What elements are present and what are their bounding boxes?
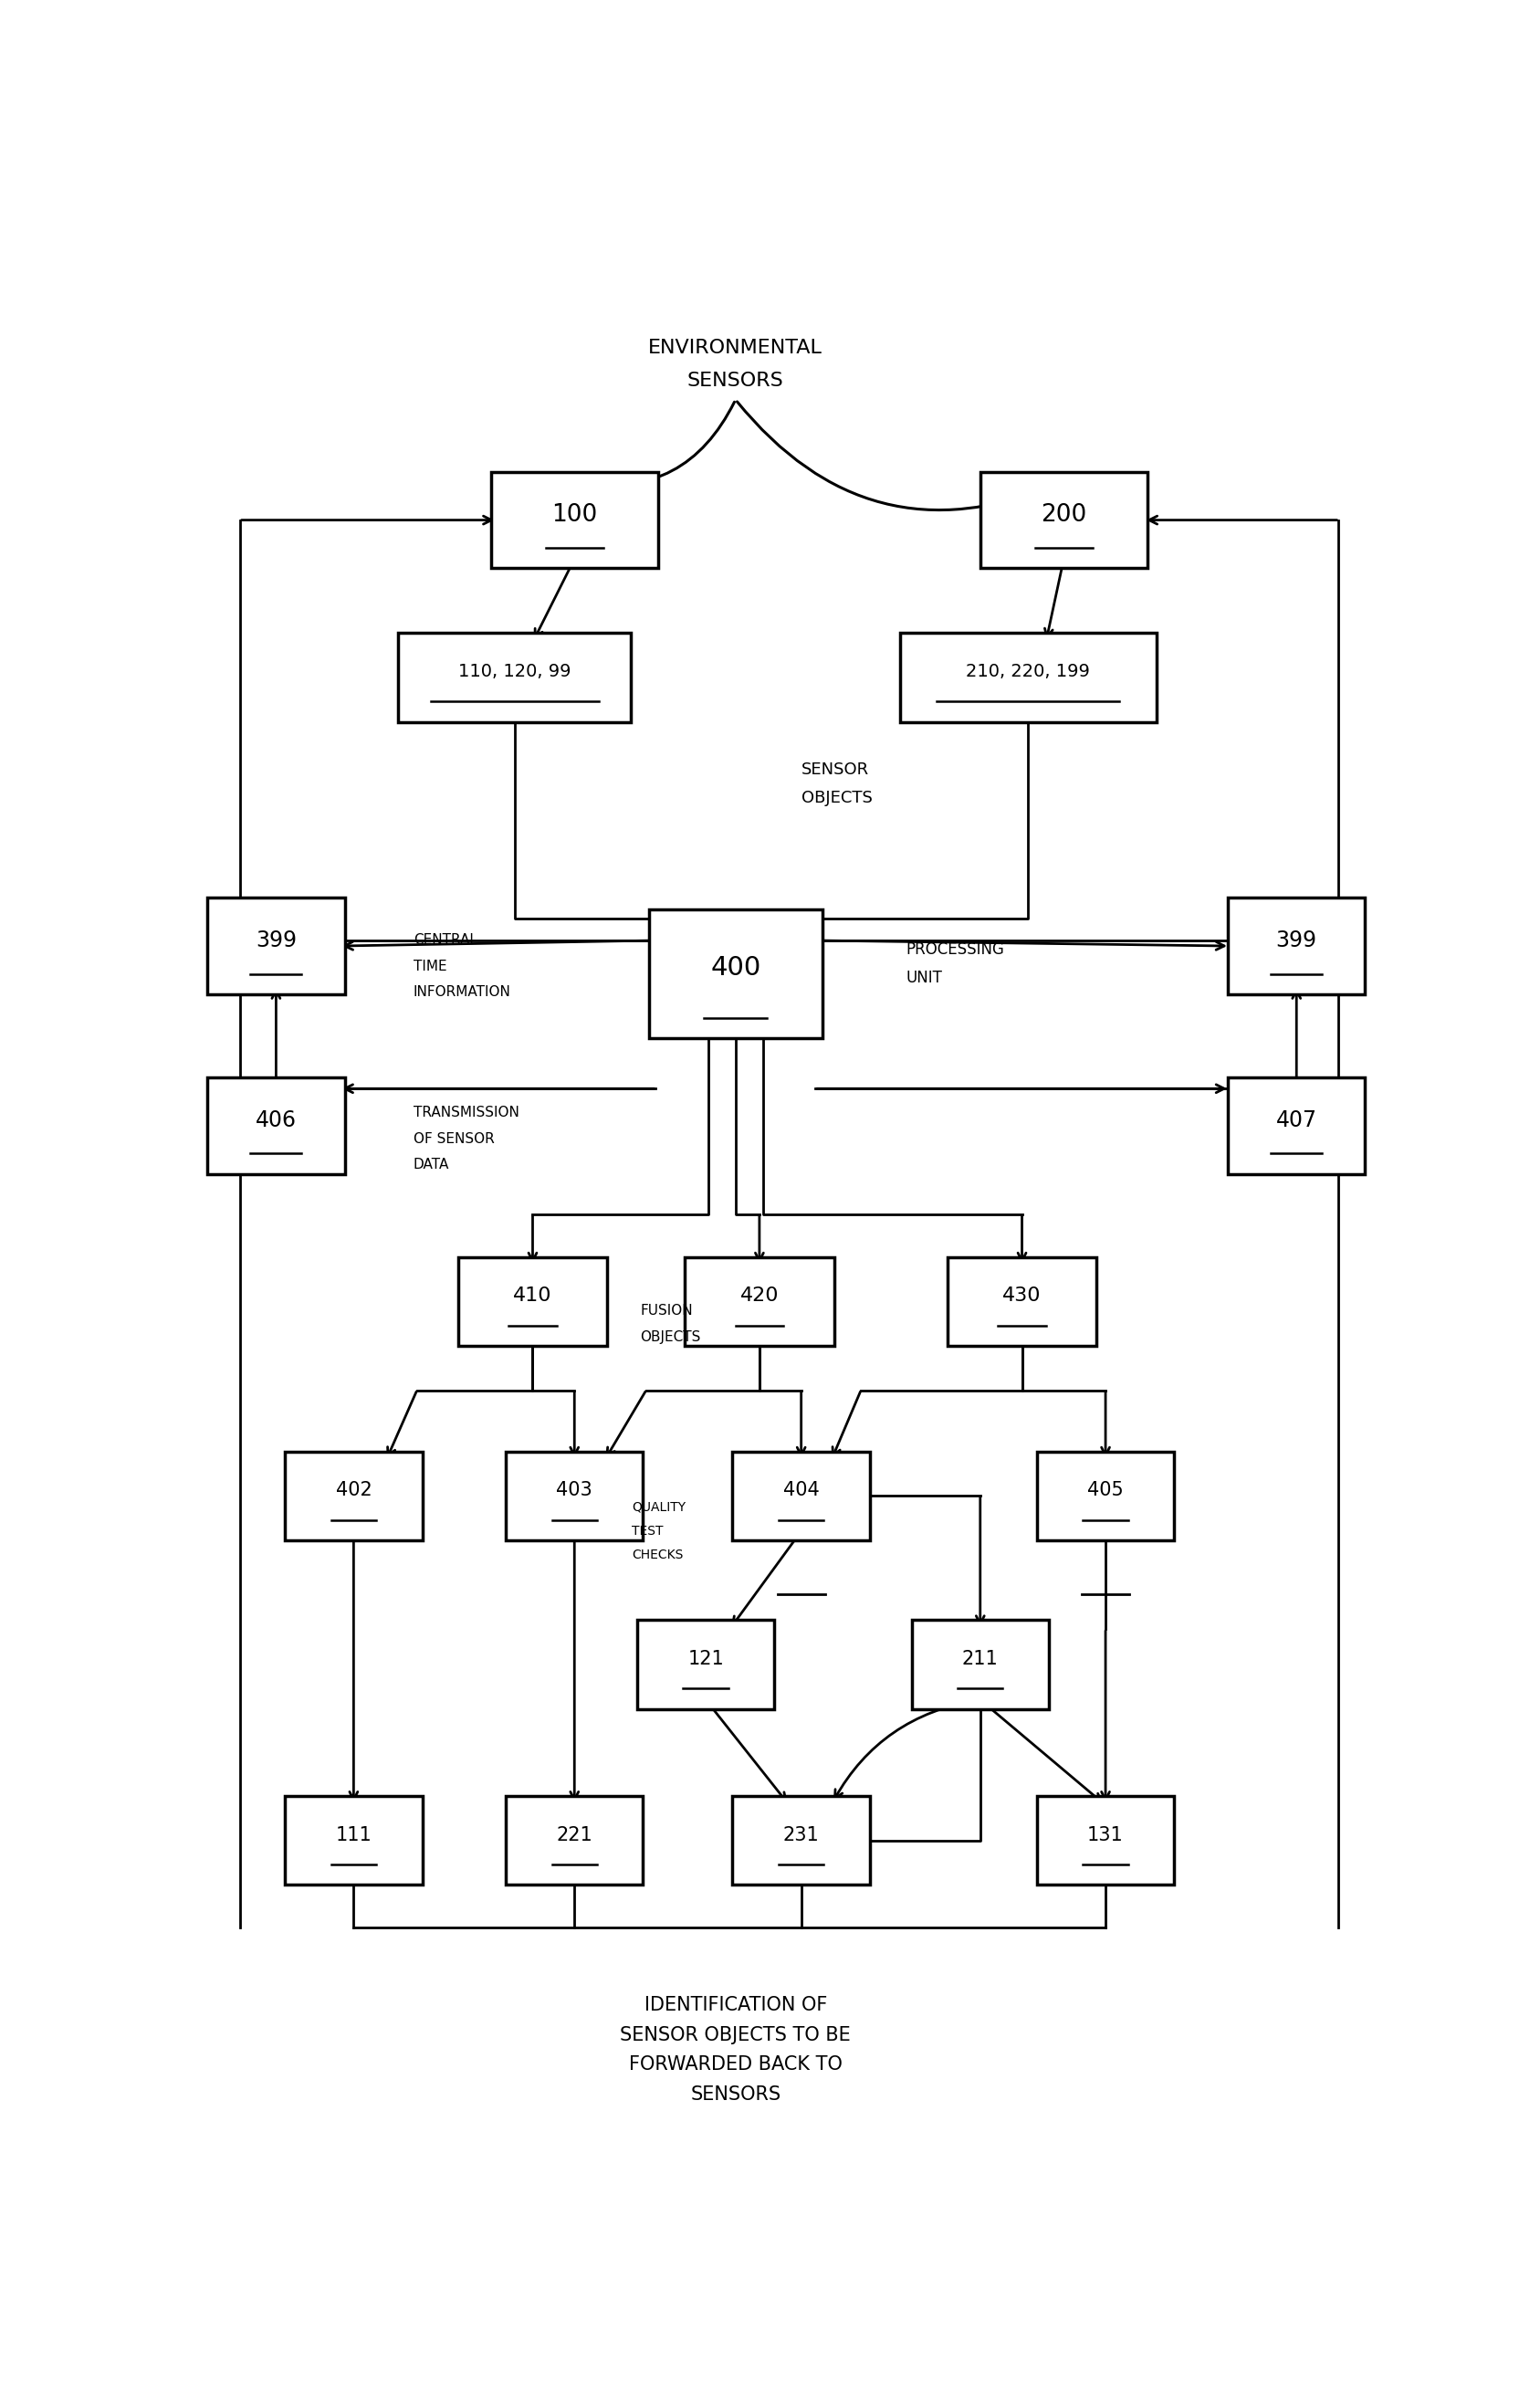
Text: 399: 399 xyxy=(256,928,297,952)
Text: TIME: TIME xyxy=(413,960,447,974)
Text: 404: 404 xyxy=(782,1481,819,1501)
Text: 405: 405 xyxy=(1087,1481,1124,1501)
Text: 406: 406 xyxy=(256,1109,297,1130)
FancyBboxPatch shape xyxy=(505,1453,644,1542)
FancyBboxPatch shape xyxy=(505,1797,644,1886)
Text: 402: 402 xyxy=(336,1481,371,1501)
Text: 131: 131 xyxy=(1087,1825,1124,1845)
FancyBboxPatch shape xyxy=(685,1258,835,1347)
FancyBboxPatch shape xyxy=(1227,1077,1364,1174)
Text: FORWARDED BACK TO: FORWARDED BACK TO xyxy=(628,2056,842,2073)
Text: DATA: DATA xyxy=(413,1157,450,1171)
Text: OF SENSOR: OF SENSOR xyxy=(413,1133,494,1145)
FancyBboxPatch shape xyxy=(912,1621,1049,1710)
Text: 403: 403 xyxy=(556,1481,593,1501)
Text: QUALITY: QUALITY xyxy=(631,1501,685,1513)
Text: IDENTIFICATION OF: IDENTIFICATION OF xyxy=(644,1996,827,2015)
Text: FUSION: FUSION xyxy=(641,1304,693,1318)
FancyBboxPatch shape xyxy=(1036,1797,1173,1886)
Text: OBJECTS: OBJECTS xyxy=(641,1330,701,1344)
FancyBboxPatch shape xyxy=(208,897,345,993)
FancyBboxPatch shape xyxy=(979,471,1147,568)
Text: CENTRAL: CENTRAL xyxy=(413,933,477,948)
FancyBboxPatch shape xyxy=(491,471,658,568)
Text: 210, 220, 199: 210, 220, 199 xyxy=(966,664,1090,681)
FancyBboxPatch shape xyxy=(648,909,822,1039)
FancyBboxPatch shape xyxy=(1227,897,1364,993)
Text: 231: 231 xyxy=(782,1825,819,1845)
Text: 407: 407 xyxy=(1277,1109,1317,1130)
Text: SENSORS: SENSORS xyxy=(687,373,784,390)
FancyBboxPatch shape xyxy=(638,1621,775,1710)
Text: 221: 221 xyxy=(556,1825,593,1845)
Text: 399: 399 xyxy=(1277,928,1317,952)
FancyBboxPatch shape xyxy=(947,1258,1096,1347)
Text: 211: 211 xyxy=(962,1650,998,1669)
Text: INFORMATION: INFORMATION xyxy=(413,986,511,998)
Text: UNIT: UNIT xyxy=(906,969,942,986)
Text: TEST: TEST xyxy=(631,1525,664,1537)
Text: 121: 121 xyxy=(687,1650,724,1669)
Text: OBJECTS: OBJECTS xyxy=(801,789,872,806)
Text: PROCESSING: PROCESSING xyxy=(906,940,1004,957)
FancyBboxPatch shape xyxy=(285,1797,422,1886)
FancyBboxPatch shape xyxy=(1036,1453,1173,1542)
Text: CHECKS: CHECKS xyxy=(631,1549,684,1561)
Text: SENSOR OBJECTS TO BE: SENSOR OBJECTS TO BE xyxy=(621,2025,852,2044)
Text: 110, 120, 99: 110, 120, 99 xyxy=(459,664,571,681)
Text: SENSOR: SENSOR xyxy=(801,762,869,779)
Text: 200: 200 xyxy=(1041,503,1087,527)
Text: 100: 100 xyxy=(551,503,598,527)
Text: SENSORS: SENSORS xyxy=(690,2085,781,2104)
Text: 430: 430 xyxy=(1003,1287,1041,1306)
FancyBboxPatch shape xyxy=(457,1258,607,1347)
FancyBboxPatch shape xyxy=(733,1797,870,1886)
FancyBboxPatch shape xyxy=(208,1077,345,1174)
Text: ENVIRONMENTAL: ENVIRONMENTAL xyxy=(648,339,822,356)
Text: 410: 410 xyxy=(513,1287,551,1306)
FancyBboxPatch shape xyxy=(899,633,1157,722)
FancyBboxPatch shape xyxy=(733,1453,870,1542)
Text: 420: 420 xyxy=(741,1287,779,1306)
Text: 400: 400 xyxy=(710,955,761,981)
FancyBboxPatch shape xyxy=(399,633,631,722)
Text: 111: 111 xyxy=(336,1825,371,1845)
Text: TRANSMISSION: TRANSMISSION xyxy=(413,1106,519,1118)
FancyBboxPatch shape xyxy=(285,1453,422,1542)
